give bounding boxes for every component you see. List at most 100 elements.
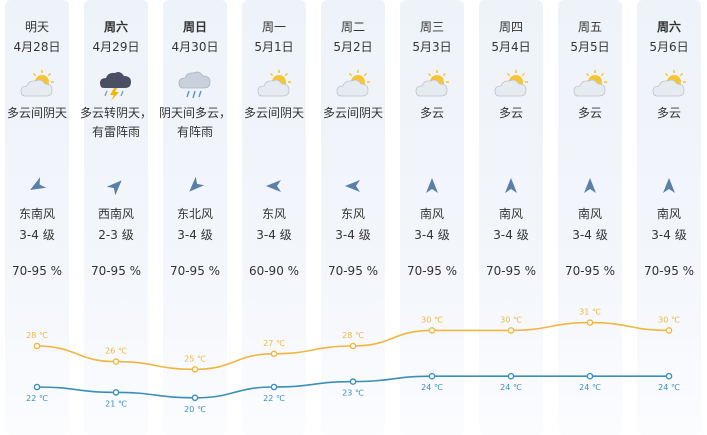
condition-text: 多云 — [656, 106, 681, 120]
condition-text: 多云 — [498, 106, 523, 120]
forecast-day-column: 明天 4月28日 多云间阴天 东南风 3-4 级 70-95 % — [5, 0, 69, 435]
wind-direction-icon — [185, 176, 205, 196]
humidity-text: 70-95 % — [327, 264, 379, 278]
forecast-day-column: 周六 5月6日 多云 南风 3-4 级 70-95 % — [637, 0, 701, 435]
humidity-text: 60-90 % — [248, 264, 300, 278]
low-temp-label: 24 ℃ — [500, 383, 522, 392]
low-temp-line — [36, 375, 669, 399]
day-label: 周六 — [103, 20, 128, 34]
low-temp-point — [349, 378, 357, 385]
date-label: 4月30日 — [171, 40, 219, 54]
humidity-text: 70-95 % — [406, 264, 458, 278]
day-label: 周二 — [340, 20, 365, 34]
wind-direction-text: 南风 — [656, 207, 681, 221]
high-temp-point — [428, 327, 436, 334]
wind-direction-icon — [580, 176, 600, 196]
date-label: 5月1日 — [254, 40, 294, 54]
forecast-day-column: 周二 5月2日 多云间阴天 东风 3-4 级 70-95 % — [321, 0, 385, 435]
wind-direction-text: 南风 — [419, 207, 444, 221]
wind-direction-text: 东北风 — [176, 207, 213, 221]
wind-direction-icon — [264, 176, 284, 196]
wind-level-text: 2-3 级 — [98, 228, 134, 242]
high-temp-point — [349, 342, 357, 350]
condition-text: 多云间阴天 — [243, 106, 304, 120]
wind-direction-icon — [27, 176, 47, 196]
day-label: 周六 — [656, 20, 681, 34]
day-label: 周五 — [577, 20, 602, 34]
low-temp-point — [586, 372, 594, 380]
high-temp-label: 30 ℃ — [658, 315, 680, 324]
high-temp-point — [665, 327, 673, 334]
high-temp-label: 30 ℃ — [500, 315, 522, 324]
day-label: 周四 — [498, 20, 523, 34]
date-label: 5月3日 — [412, 40, 452, 54]
low-temp-label: 24 ℃ — [579, 383, 601, 392]
day-label: 周日 — [182, 20, 207, 34]
low-temp-label: 24 ℃ — [421, 383, 443, 392]
high-temp-label: 25 ℃ — [184, 354, 206, 363]
partly-cloudy-icon — [493, 70, 529, 102]
wind-direction-text: 东风 — [261, 207, 286, 221]
day-label: 明天 — [24, 20, 49, 34]
high-temp-point — [112, 358, 120, 365]
date-label: 5月2日 — [333, 40, 373, 54]
forecast-day-column: 周四 5月4日 多云 南风 3-4 级 70-95 % — [479, 0, 543, 435]
forecast-day-column: 周日 4月30日阴天间多云，有阵雨东北风 3-4 级 70-95 % — [159, 0, 231, 435]
wind-level-text: 3-4 级 — [572, 228, 608, 242]
partly-cloudy-icon — [414, 70, 450, 102]
high-temp-point — [270, 350, 278, 358]
date-label: 4月28日 — [13, 40, 61, 54]
low-temp-point — [33, 383, 41, 391]
wind-level-text: 3-4 级 — [335, 228, 371, 242]
date-label: 5月4日 — [491, 40, 531, 54]
wind-direction-text: 东风 — [340, 207, 365, 221]
low-temp-label: 20 ℃ — [184, 405, 206, 414]
date-label: 5月5日 — [570, 40, 610, 54]
low-temp-label: 22 ℃ — [26, 394, 48, 403]
forecast-day-column: 周一 5月1日 多云间阴天 东风 3-4 级 60-90 % — [242, 0, 306, 435]
rain-cloud-icon — [177, 70, 213, 102]
high-temp-point — [191, 366, 199, 373]
high-temp-label: 28 ℃ — [342, 331, 364, 340]
condition-text: 多云 — [577, 106, 602, 120]
low-temp-label: 21 ℃ — [105, 399, 127, 408]
forecast-day-column: 周三 5月3日 多云 南风 3-4 级 70-95 % — [400, 0, 464, 435]
low-temp-label: 23 ℃ — [342, 389, 364, 398]
humidity-text: 70-95 % — [11, 264, 63, 278]
thunderstorm-icon — [98, 70, 134, 102]
low-temp-point — [665, 372, 673, 380]
partly-cloudy-icon — [19, 70, 55, 102]
partly-cloudy-icon — [651, 70, 687, 102]
wind-level-text: 3-4 级 — [177, 228, 213, 242]
low-temp-label: 24 ℃ — [658, 383, 680, 392]
low-temp-point — [270, 383, 278, 391]
forecast-day-column: 周五 5月5日 多云 南风 3-4 级 70-95 % — [558, 0, 622, 435]
partly-cloudy-icon — [572, 70, 608, 102]
high-temp-point — [586, 319, 594, 326]
humidity-text: 70-95 % — [90, 264, 142, 278]
condition-text: 阴天间多云，有阵雨 — [158, 106, 231, 139]
high-temp-label: 30 ℃ — [421, 315, 443, 324]
date-label: 4月29日 — [92, 40, 140, 54]
wind-level-text: 3-4 级 — [19, 228, 55, 242]
high-temp-label: 26 ℃ — [105, 347, 127, 356]
wind-level-text: 3-4 级 — [256, 228, 292, 242]
high-temp-label: 27 ℃ — [263, 339, 285, 348]
low-temp-label: 22 ℃ — [263, 394, 285, 403]
wind-direction-icon — [343, 176, 363, 196]
high-temp-label: 28 ℃ — [26, 331, 48, 340]
condition-text: 多云间阴天 — [6, 106, 67, 120]
humidity-text: 70-95 % — [643, 264, 695, 278]
wind-direction-text: 西南风 — [97, 207, 134, 221]
humidity-text: 70-95 % — [169, 264, 221, 278]
high-temp-label: 31 ℃ — [579, 308, 601, 317]
high-temp-point — [33, 342, 41, 350]
day-label: 周三 — [419, 20, 444, 34]
condition-text: 多云 — [419, 106, 444, 120]
high-temp-point — [507, 327, 515, 334]
wind-direction-icon — [501, 176, 521, 196]
condition-text: 多云转阴天，有雷阵雨 — [79, 106, 152, 139]
low-temp-point — [428, 372, 436, 380]
